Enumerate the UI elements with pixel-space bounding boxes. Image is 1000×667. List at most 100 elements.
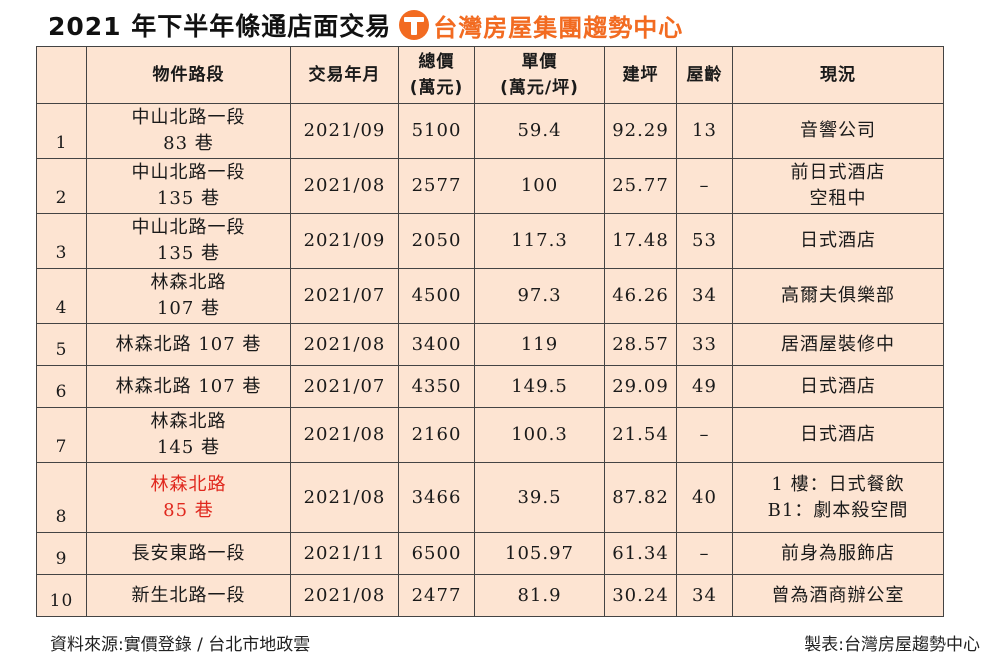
road-cell: 林森北路 85 巷: [86, 462, 291, 533]
date-cell: 2021/08: [290, 323, 399, 366]
road-cell: 林森北路 145 巷: [86, 407, 291, 463]
date-cell: 2021/08: [290, 407, 399, 463]
status-cell: 1 樓：日式餐飲 B1：劇本殺空間: [732, 462, 944, 533]
road-line: 中山北路一段: [131, 107, 246, 128]
date-cell: 2021/07: [290, 365, 399, 408]
table-row: 7 林森北路 145 巷 2021/08 2160 100.3 21.54– 日式酒店: [36, 407, 944, 463]
road-line: 新生北路一段: [131, 584, 246, 606]
col-index-header: [36, 46, 87, 104]
status-cell: 居酒屋裝修中: [732, 323, 944, 366]
road-line: 107 巷: [156, 298, 221, 319]
col-date-header: 交易年月: [290, 46, 399, 104]
table-row: 3 中山北路一段 135 巷 2021/09 2050 117.3 17.48 53 日式酒店: [36, 213, 944, 269]
row-index: 6: [36, 365, 87, 408]
date-cell: 2021/11: [290, 532, 399, 575]
area-cell: 21.54: [604, 407, 677, 463]
page-title: 2021 年下半年條通店面交易: [48, 12, 392, 41]
age-cell: 33: [676, 323, 733, 366]
col-status-header: 現況: [732, 46, 944, 104]
status-cell: 日式酒店: [732, 365, 944, 408]
road-cell: 林森北路 107 巷: [86, 323, 291, 366]
age-cell: –: [676, 407, 733, 463]
table-row: 2 中山北路一段 135 巷 2021/08 2577 100 25.77– 前日式酒店空租中: [36, 158, 944, 214]
table-row: 4 林森北路 107 巷 2021/07 4500 97.3 46.26 34 高爾夫俱樂部: [36, 268, 944, 324]
table-row: 10 新生北路一段 2021/08 2477 81.9 30.24 34 曾為酒商辦公室: [36, 574, 944, 617]
age-cell: 49: [676, 365, 733, 408]
table-header-row: 物件路段 交易年月 總價 (萬元) 單價 (萬元/坪) 建坪 屋齡 現況: [36, 46, 944, 104]
road-line: 林森北路: [150, 272, 227, 293]
road-line: 林森北路 107 巷: [115, 375, 262, 397]
total-price-cell: 2477: [398, 574, 475, 617]
total-price-cell: 4500: [398, 268, 475, 324]
area-cell: 46.26: [604, 268, 677, 324]
age-cell: –: [676, 532, 733, 575]
area-cell: 28.57: [604, 323, 677, 366]
total-price-cell: 5100: [398, 103, 475, 159]
road-line: 83 巷: [163, 133, 214, 154]
status-line: 曾為酒商辦公室: [771, 584, 905, 606]
status-line: 前日式酒店: [790, 162, 886, 183]
unit-price-cell: 100: [474, 158, 605, 214]
road-line: 145 巷: [156, 437, 221, 458]
age-cell: 53: [676, 213, 733, 269]
road-line: 中山北路一段: [131, 162, 246, 183]
status-line: 1 樓：日式餐飲: [771, 473, 905, 495]
table-row: 8 林森北路 85 巷 2021/08 3466 39.5 87.82 40 1 樓：日式餐飲 B…: [36, 462, 944, 533]
area-cell: 25.77: [604, 158, 677, 214]
road-line: 林森北路: [150, 473, 227, 495]
status-cell: 音響公司: [732, 103, 944, 159]
table-row: 5 林森北路 107 巷 2021/08 3400 119 28.57 33 居酒屋裝修中: [36, 323, 944, 366]
footer: 資料來源:實價登錄 / 台北市地政雲 製表:台灣房屋趨勢中心: [50, 630, 980, 655]
data-source: 資料來源:實價登錄 / 台北市地政雲: [50, 635, 311, 655]
status-cell: 日式酒店: [732, 407, 944, 463]
total-price-cell: 4350: [398, 365, 475, 408]
status-cell: 曾為酒商辦公室: [732, 574, 944, 617]
area-cell: 29.09: [604, 365, 677, 408]
unit-price-cell: 105.97: [474, 532, 605, 575]
road-line: 林森北路 107 巷: [115, 333, 262, 355]
row-index: 5: [36, 323, 87, 366]
total-price-cell: 2050: [398, 213, 475, 269]
unit-price-cell: 119: [474, 323, 605, 366]
area-cell: 30.24: [604, 574, 677, 617]
date-cell: 2021/08: [290, 574, 399, 617]
total-price-cell: 6500: [398, 532, 475, 575]
brand-name: 台灣房屋集團趨勢中心: [433, 13, 684, 42]
date-cell: 2021/08: [290, 158, 399, 214]
age-cell: –: [676, 158, 733, 214]
road-line: 中山北路一段: [131, 217, 246, 238]
road-line: 林森北路: [150, 411, 227, 432]
road-line: 85 巷: [163, 499, 214, 521]
total-price-cell: 2577: [398, 158, 475, 214]
road-cell: 中山北路一段 135 巷: [86, 158, 291, 214]
total-price-cell: 3400: [398, 323, 475, 366]
date-cell: 2021/07: [290, 268, 399, 324]
road-line: 135 巷: [156, 243, 221, 264]
row-index: 2: [36, 158, 87, 214]
unit-price-cell: 117.3: [474, 213, 605, 269]
row-index: 1: [36, 103, 87, 159]
unit-price-cell: 59.4: [474, 103, 605, 159]
age-cell: 40: [676, 462, 733, 533]
unit-price-cell: 39.5: [474, 462, 605, 533]
area-cell: 87.82: [604, 462, 677, 533]
col-age-header: 屋齡: [676, 46, 733, 104]
status-line: 空租中: [809, 188, 867, 209]
date-cell: 2021/09: [290, 213, 399, 269]
table-row: 9 長安東路一段 2021/11 6500 105.97 61.34– 前身為服飾店: [36, 532, 944, 575]
table-maker: 製表:台灣房屋趨勢中心: [804, 635, 980, 655]
unit-price-cell: 81.9: [474, 574, 605, 617]
age-cell: 34: [676, 574, 733, 617]
table-body: 1 中山北路一段 83 巷 2021/09 5100 59.4 92.29 13 音響公司 2 中山…: [36, 103, 944, 617]
brand-logo-icon: [399, 10, 430, 40]
status-cell: 高爾夫俱樂部: [732, 268, 944, 324]
road-line: 135 巷: [156, 188, 221, 209]
table-row: 1 中山北路一段 83 巷 2021/09 5100 59.4 92.29 13 音響公司: [36, 103, 944, 159]
road-cell: 林森北路 107 巷: [86, 268, 291, 324]
road-cell: 長安東路一段: [86, 532, 291, 575]
date-cell: 2021/08: [290, 462, 399, 533]
total-price-cell: 3466: [398, 462, 475, 533]
road-cell: 中山北路一段 83 巷: [86, 103, 291, 159]
total-price-cell: 2160: [398, 407, 475, 463]
status-line: 高爾夫俱樂部: [781, 285, 895, 306]
